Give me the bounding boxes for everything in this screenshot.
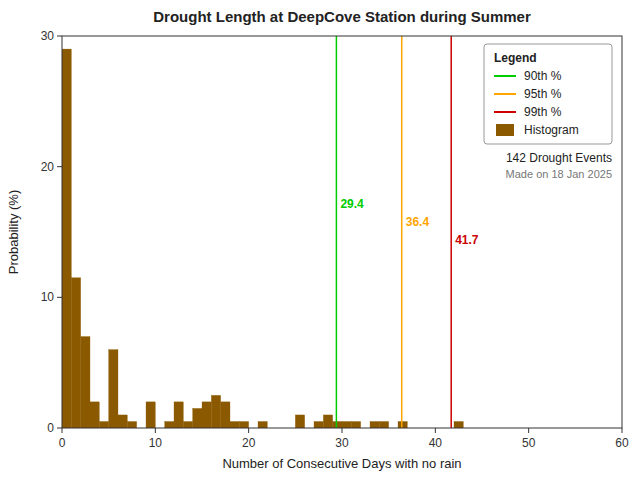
histogram-bar	[90, 402, 99, 428]
histogram-bar	[295, 415, 304, 428]
chart: 0 10 20 30 40 50 60 0 10 20 30 Drought Length at De…	[0, 0, 640, 480]
annotation: Made on 18 Jan 2025	[506, 168, 612, 180]
histogram-bar	[146, 402, 155, 428]
histogram-bar	[99, 421, 108, 428]
annotation: 142 Drought Events	[506, 151, 612, 165]
marks	[62, 36, 463, 428]
histogram-bar	[221, 402, 230, 428]
x-tick	[248, 428, 249, 433]
y-tick	[57, 36, 62, 37]
percentile-label: 29.4	[340, 197, 364, 211]
histogram-bar	[118, 415, 127, 428]
legend-title: Legend	[494, 51, 537, 65]
percentile-label: 36.4	[406, 215, 430, 229]
legend-swatch	[494, 75, 516, 77]
x-tick-label: 30	[335, 436, 349, 450]
plot-area	[62, 36, 622, 428]
histogram-bar	[71, 278, 80, 428]
legend: Legend 90th % 95th % 99th % Histogram	[484, 44, 612, 144]
histogram-bar	[183, 421, 192, 428]
percentile-line	[450, 36, 452, 428]
y-axis-label: Probability (%)	[6, 190, 21, 275]
histogram-bar	[370, 421, 379, 428]
histogram-bar	[165, 421, 174, 428]
histogram-bar	[398, 421, 407, 428]
y-tick-label: 10	[41, 290, 55, 304]
y-tick	[57, 297, 62, 298]
percentile-label: 41.7	[455, 233, 479, 247]
annotations: 142 Drought Events Made on 18 Jan 2025	[506, 151, 612, 180]
x-tick-label: 10	[149, 436, 163, 450]
histogram-bar	[127, 421, 136, 428]
histogram-bar	[193, 408, 202, 428]
x-tick-label: 50	[522, 436, 536, 450]
histogram-bar	[230, 421, 239, 428]
legend-swatch	[496, 124, 514, 136]
legend-box	[484, 44, 612, 144]
histogram-bar	[202, 402, 211, 428]
x-tick	[342, 428, 343, 433]
y-tick-label: 20	[41, 160, 55, 174]
x-tick	[435, 428, 436, 433]
histogram-bar	[454, 421, 463, 428]
histogram-bar	[379, 421, 388, 428]
legend-swatch	[494, 111, 516, 113]
y-tick-label: 30	[41, 29, 55, 43]
x-tick	[528, 428, 529, 433]
legend-entry: 95th %	[524, 87, 562, 101]
histogram-bar	[81, 337, 90, 428]
x-tick-label: 20	[242, 436, 256, 450]
histogram-bar	[174, 402, 183, 428]
x-tick-label: 0	[59, 436, 66, 450]
x-tick-label: 60	[615, 436, 629, 450]
y-tick	[57, 166, 62, 167]
y-tick	[57, 428, 62, 429]
histogram-bar	[333, 421, 342, 428]
legend-entry: 99th %	[524, 105, 562, 119]
title: Drought Length at DeepCove Station durin…	[153, 8, 531, 25]
histogram-bar	[109, 350, 118, 428]
y-tick-label: 0	[47, 421, 54, 435]
histogram-bar	[351, 421, 360, 428]
histogram-bar	[62, 49, 71, 428]
histogram-bar	[258, 421, 267, 428]
x-tick	[155, 428, 156, 433]
x-axis-label: Number of Consecutive Days with no rain	[222, 456, 461, 471]
histogram-bar	[323, 415, 332, 428]
percentile-line	[401, 36, 403, 428]
x-tick	[62, 428, 63, 433]
percentile-line	[336, 36, 338, 428]
histogram-bar	[211, 395, 220, 428]
histogram-bar	[342, 421, 351, 428]
plot-frame	[62, 36, 622, 428]
legend-entry: 90th %	[524, 69, 562, 83]
axes: 0 10 20 30 40 50 60 0 10 20 30	[41, 29, 629, 450]
x-tick-label: 40	[429, 436, 443, 450]
legend-swatch	[494, 93, 516, 95]
x-tick	[622, 428, 623, 433]
legend-entry: Histogram	[524, 123, 579, 137]
histogram-bar	[314, 421, 323, 428]
histogram-bar	[239, 421, 248, 428]
